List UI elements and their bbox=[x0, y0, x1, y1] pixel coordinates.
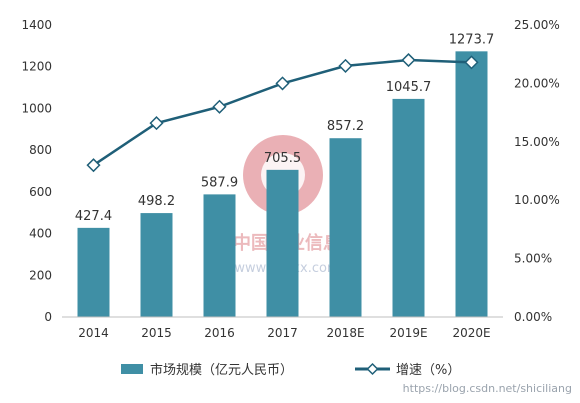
y-right-tick-0.00%: 0.00% bbox=[514, 310, 552, 324]
growth-point-2020E bbox=[464, 55, 479, 70]
bar-2015 bbox=[140, 213, 173, 317]
legend-bar-swatch bbox=[121, 364, 143, 374]
x-tick-2020E: 2020E bbox=[452, 326, 490, 340]
bar-2018E bbox=[329, 138, 362, 317]
y-right-tick-5.00%: 5.00% bbox=[514, 252, 552, 266]
bar-data-labels: 427.4 498.2 587.9 705.5 857.2 1045.7 1273.7 bbox=[75, 32, 494, 224]
y-right-tick-10.00%: 10.00% bbox=[514, 193, 560, 207]
bar-label-2019E: 1045.7 bbox=[386, 80, 432, 95]
y-left-tick-1400: 1400 bbox=[21, 18, 52, 32]
x-tick-2015: 2015 bbox=[141, 326, 172, 340]
bar-2017 bbox=[266, 169, 299, 317]
bar-label-2016: 587.9 bbox=[201, 175, 238, 190]
growth-point-2017 bbox=[275, 76, 290, 91]
left-y-axis-ticks: 0 200 400 600 800 1000 1200 1400 bbox=[21, 18, 52, 324]
y-right-tick-20.00%: 20.00% bbox=[514, 76, 560, 90]
watermark-credit: https://blog.csdn.net/shiciliang bbox=[403, 382, 572, 395]
y-left-tick-1000: 1000 bbox=[21, 101, 52, 115]
y-right-tick-15.00%: 15.00% bbox=[514, 135, 560, 149]
growth-point-2018E bbox=[338, 58, 353, 73]
bar-label-2018E: 857.2 bbox=[327, 119, 364, 134]
x-axis-ticks: 2014 2015 2016 2017 2018E 2019E 2020E bbox=[78, 326, 490, 340]
y-left-tick-1200: 1200 bbox=[21, 60, 52, 74]
bar-series bbox=[77, 51, 488, 318]
bar-label-2014: 427.4 bbox=[75, 209, 112, 224]
right-y-axis-ticks: 0.00% 5.00% 10.00% 15.00% 20.00% 25.00% bbox=[514, 18, 560, 324]
bar-2020E bbox=[455, 51, 488, 318]
y-left-tick-400: 400 bbox=[29, 227, 52, 241]
y-left-tick-800: 800 bbox=[29, 143, 52, 157]
bar-label-2020E: 1273.7 bbox=[449, 32, 495, 47]
growth-point-2016 bbox=[212, 99, 227, 114]
bar-2016 bbox=[203, 194, 236, 317]
bar-label-2015: 498.2 bbox=[138, 194, 175, 209]
growth-point-2015 bbox=[149, 116, 164, 131]
bar-2019E bbox=[392, 98, 425, 318]
legend: 市场规模（亿元人民币） 增速（%） bbox=[121, 362, 460, 378]
bar-label-2017: 705.5 bbox=[264, 151, 301, 166]
x-tick-2014: 2014 bbox=[78, 326, 109, 340]
growth-point-2014 bbox=[86, 158, 101, 173]
growth-point-2019E bbox=[401, 52, 416, 68]
x-tick-2016: 2016 bbox=[204, 326, 235, 340]
legend-bar-label: 市场规模（亿元人民币） bbox=[150, 362, 293, 378]
y-left-tick-0: 0 bbox=[44, 310, 52, 324]
x-tick-2017: 2017 bbox=[267, 326, 298, 340]
bar-2014 bbox=[77, 227, 110, 317]
y-left-tick-600: 600 bbox=[29, 185, 52, 199]
legend-line-label: 增速（%） bbox=[396, 363, 460, 378]
x-tick-2018E: 2018E bbox=[326, 326, 364, 340]
y-right-tick-25.00%: 25.00% bbox=[514, 18, 560, 32]
x-tick-2019E: 2019E bbox=[389, 326, 427, 340]
legend-line-marker bbox=[366, 362, 379, 376]
y-left-tick-200: 200 bbox=[29, 268, 52, 282]
line-series bbox=[86, 52, 479, 173]
